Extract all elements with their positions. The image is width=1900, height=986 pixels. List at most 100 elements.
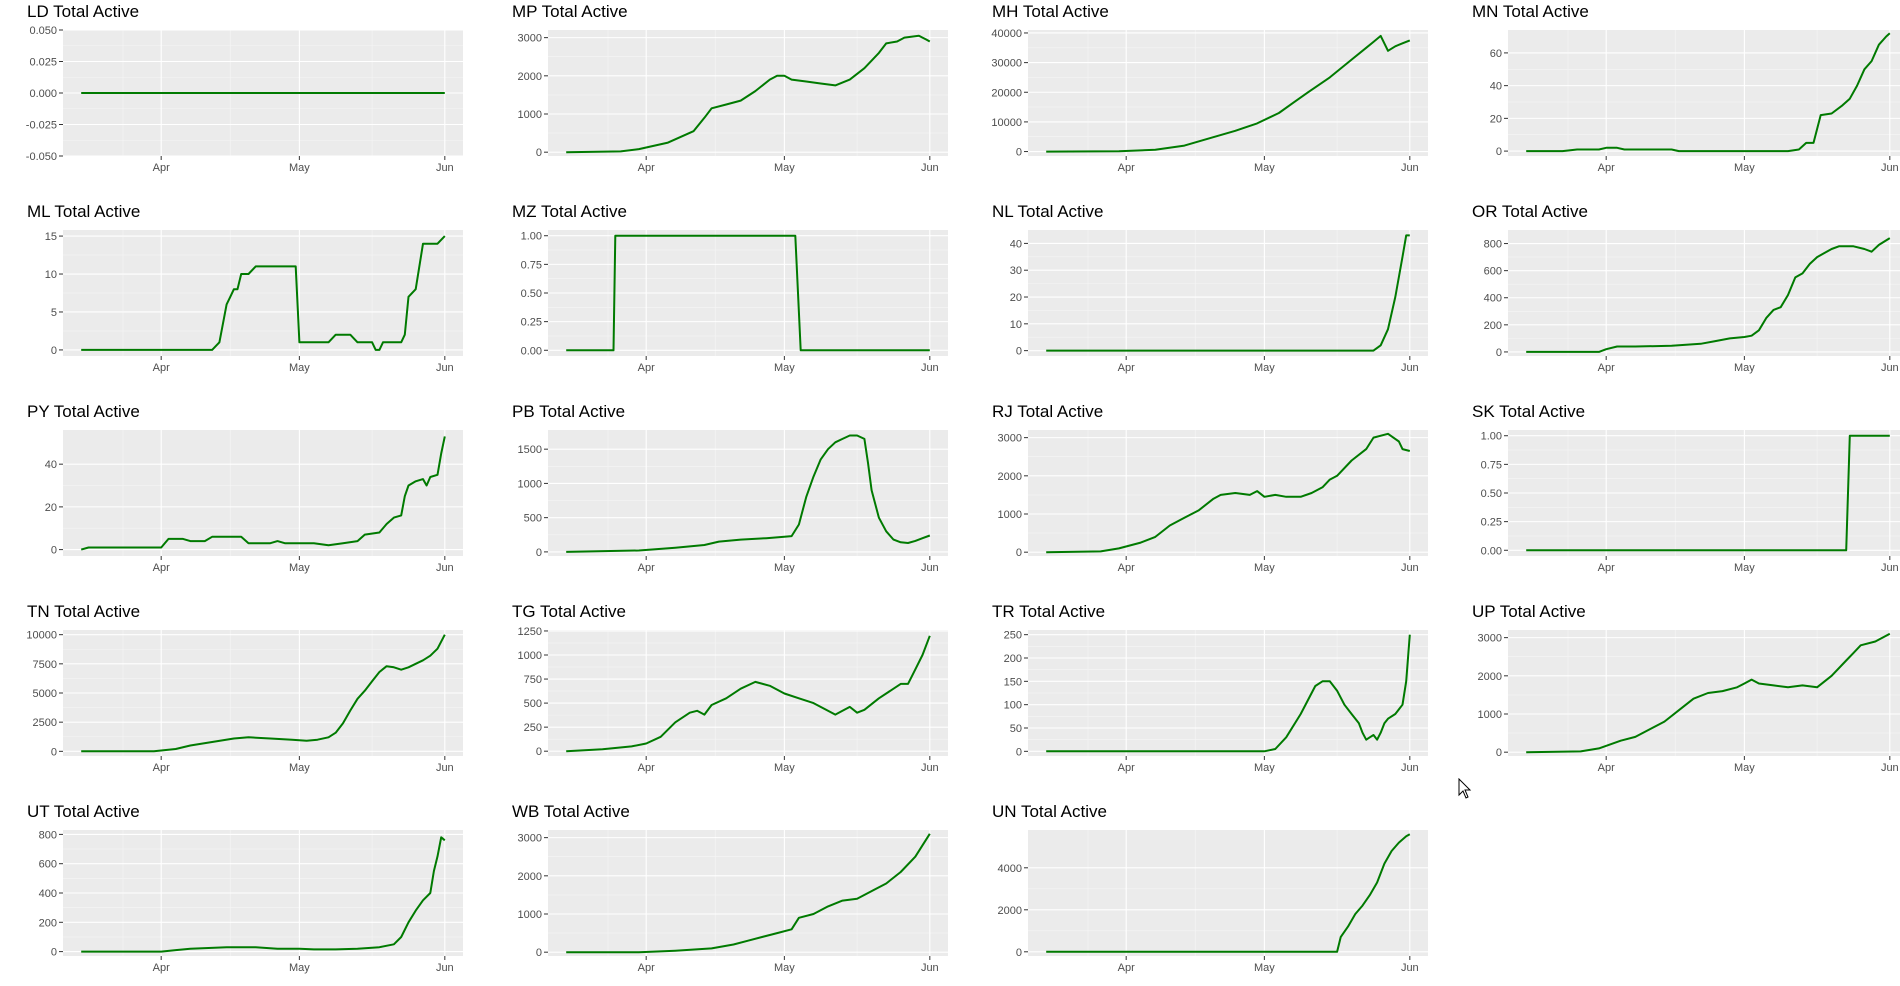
- y-tick-label: 2000: [518, 871, 542, 883]
- y-tick-label: 40: [1490, 81, 1502, 93]
- line-chart: -0.050 -0.025 0.000 0.025 0.050 Apr May Jun: [26, 25, 463, 174]
- y-tick-label: 1000: [998, 509, 1022, 521]
- y-tick-label: -0.050: [26, 151, 57, 163]
- x-tick-label: May: [774, 962, 795, 974]
- x-tick-label: Apr: [638, 562, 655, 574]
- x-tick-label: May: [1254, 162, 1275, 174]
- y-tick-label: 0: [51, 345, 57, 357]
- x-tick-label: Apr: [1598, 562, 1615, 574]
- y-tick-label: 0.00: [521, 345, 542, 357]
- y-tick-label: 10000: [991, 117, 1022, 129]
- x-tick-label: May: [774, 562, 795, 574]
- chart-panel: 0 5 10 15 Apr May Jun ML Total Active: [10, 202, 465, 386]
- y-tick-label: 20: [1490, 113, 1502, 125]
- x-tick-label: May: [289, 162, 310, 174]
- series-line: [1046, 833, 1411, 953]
- y-tick-label: 400: [39, 888, 57, 900]
- plot-background: [1508, 630, 1900, 756]
- line-chart: 0 1000 2000 3000 Apr May Jun: [518, 30, 948, 174]
- x-tick-label: May: [289, 762, 310, 774]
- x-tick-label: Apr: [153, 562, 170, 574]
- series-line: [566, 234, 930, 352]
- y-tick-label: 0: [536, 147, 542, 159]
- y-tick-label: 100: [1004, 700, 1022, 712]
- y-tick-label: 200: [1484, 320, 1502, 332]
- y-tick-label: 40000: [991, 28, 1022, 40]
- y-tick-label: 1000: [518, 909, 542, 921]
- y-tick-label: 0.75: [1481, 459, 1502, 471]
- chart-panel: 0 2500 5000 7500 10000 Apr May Jun TN Total Acti…: [10, 602, 465, 786]
- x-tick-label: Apr: [1118, 362, 1135, 374]
- chart-panel: 0 500 1000 1500 Apr May Jun PB Total Active: [495, 402, 950, 586]
- chart-title: UT Total Active: [27, 802, 140, 821]
- series-line: [1526, 434, 1890, 552]
- x-tick-label: Jun: [436, 962, 454, 974]
- series-line: [1526, 32, 1891, 153]
- chart-title: MZ Total Active: [512, 202, 627, 221]
- x-tick-label: Jun: [1881, 362, 1899, 374]
- chart-panel: 0 50 100 150 200 250 Apr May Jun TR Total Active: [975, 602, 1430, 786]
- y-tick-label: 30: [1010, 265, 1022, 277]
- line-chart: 0 200 400 600 800 Apr May Jun: [39, 829, 463, 974]
- line-chart: 0 500 1000 1500 Apr May Jun: [518, 430, 948, 574]
- chart-panel: 0 200 400 600 800 Apr May Jun UT Total Active: [10, 802, 465, 986]
- y-tick-label: 0: [1016, 346, 1022, 358]
- chart-panel: 0.00 0.25 0.50 0.75 1.00 Apr May Jun SK Total Ac…: [1455, 402, 1900, 586]
- y-tick-label: 600: [39, 859, 57, 871]
- x-tick-label: Jun: [1401, 962, 1419, 974]
- x-tick-label: Jun: [921, 362, 939, 374]
- chart-title: WB Total Active: [512, 802, 630, 821]
- y-tick-label: 150: [1004, 676, 1022, 688]
- y-tick-label: 0: [51, 746, 57, 758]
- chart-title: SK Total Active: [1472, 402, 1586, 421]
- chart-panel: 0 2000 4000 Apr May Jun UN Total Active: [975, 802, 1430, 986]
- series-line: [1526, 632, 1891, 754]
- y-tick-label: 3000: [518, 33, 542, 45]
- chart-title: TR Total Active: [992, 602, 1106, 621]
- x-tick-label: Jun: [1401, 162, 1419, 174]
- chart-panel: 0 1000 2000 3000 Apr May Jun MP Total Active: [495, 2, 950, 186]
- x-tick-label: May: [774, 162, 795, 174]
- line-chart: 0 1000 2000 3000 Apr May Jun: [998, 430, 1428, 574]
- series-line: [566, 34, 931, 154]
- x-tick-label: Apr: [153, 162, 170, 174]
- chart-title: ML Total Active: [27, 202, 141, 221]
- x-tick-label: May: [1734, 762, 1755, 774]
- line-chart: 0 200 400 600 800 Apr May Jun: [1484, 230, 1900, 374]
- y-tick-label: 0: [1496, 747, 1502, 759]
- line-chart: 0.00 0.25 0.50 0.75 1.00 Apr May Jun: [521, 230, 948, 374]
- y-tick-label: 1500: [518, 444, 542, 456]
- y-tick-label: 0: [1496, 347, 1502, 359]
- y-tick-label: 0: [536, 746, 542, 758]
- series-line: [81, 634, 446, 753]
- y-tick-label: 500: [524, 513, 542, 525]
- x-tick-label: Apr: [153, 762, 170, 774]
- y-tick-label: 7500: [33, 659, 57, 671]
- chart-panel: 0 1000 2000 3000 Apr May Jun UP Total Active: [1455, 602, 1900, 786]
- y-tick-label: 3000: [1478, 633, 1502, 645]
- x-tick-label: Apr: [1598, 362, 1615, 374]
- y-tick-label: 250: [524, 722, 542, 734]
- x-tick-label: Jun: [1881, 162, 1899, 174]
- x-tick-label: May: [774, 762, 795, 774]
- y-tick-label: 10: [45, 269, 57, 281]
- y-tick-label: 0.75: [521, 259, 542, 271]
- y-tick-label: 0: [1496, 146, 1502, 158]
- y-tick-label: 20: [45, 502, 57, 514]
- x-tick-label: May: [289, 962, 310, 974]
- plot-background: [63, 430, 463, 556]
- x-tick-label: Apr: [153, 362, 170, 374]
- y-tick-label: 0.25: [1481, 517, 1502, 529]
- x-tick-label: Jun: [921, 962, 939, 974]
- y-tick-label: 0.025: [29, 57, 57, 69]
- y-tick-label: 50: [1010, 723, 1022, 735]
- x-tick-label: Apr: [1118, 762, 1135, 774]
- x-tick-label: May: [1254, 762, 1275, 774]
- y-tick-label: 2000: [518, 71, 542, 83]
- y-tick-label: 0: [51, 947, 57, 959]
- x-tick-label: Jun: [921, 162, 939, 174]
- x-tick-label: Jun: [436, 362, 454, 374]
- line-chart: 0 5 10 15 Apr May Jun: [45, 230, 463, 374]
- y-tick-label: 40: [45, 459, 57, 471]
- x-tick-label: May: [1254, 562, 1275, 574]
